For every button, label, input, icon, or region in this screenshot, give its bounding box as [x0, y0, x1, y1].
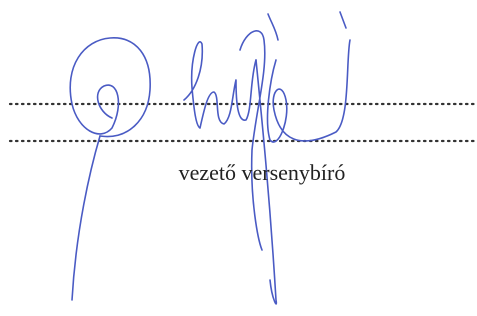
role-label: vezető versenybíró	[0, 160, 477, 186]
signature-drawing	[0, 0, 477, 316]
signature	[70, 12, 350, 304]
signature-block: vezető versenybíró	[0, 0, 477, 316]
